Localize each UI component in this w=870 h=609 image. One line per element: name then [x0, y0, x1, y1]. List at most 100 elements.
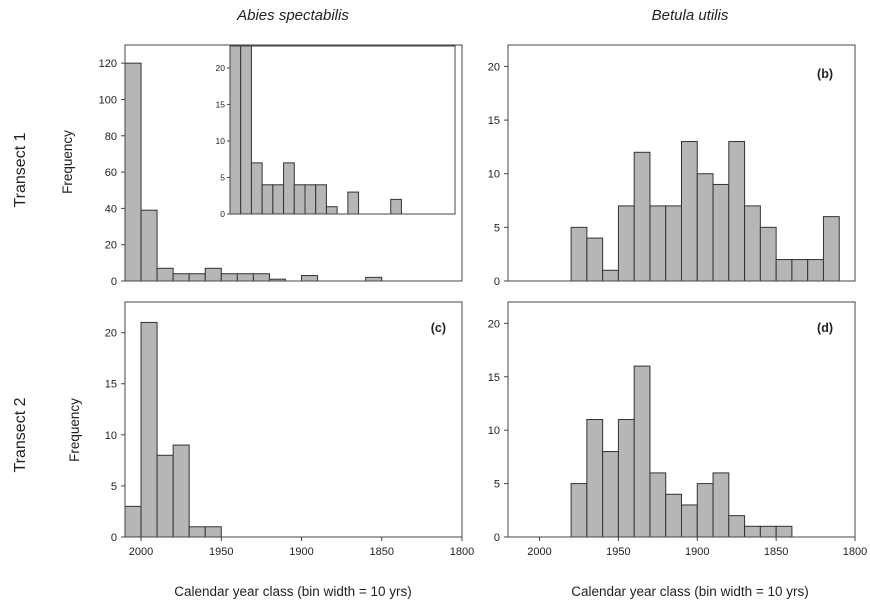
inset-a: 0 5 10 15 20: [216, 45, 456, 219]
bar-d-1910: [665, 493, 683, 537]
y-tick-label-b-20: 20: [488, 61, 500, 73]
plot-frame-d: [507, 301, 856, 538]
bar-b-1820: [807, 259, 824, 281]
y-tick-label-a-20: 20: [105, 240, 117, 252]
bar-d-1920: [649, 472, 667, 537]
bar-c-1990: [140, 321, 158, 537]
inset-bar-a-1920: [315, 184, 327, 214]
bar-d-1890: [696, 483, 714, 537]
y-tick-label-b-15: 15: [488, 115, 500, 127]
bar-a-1960: [188, 273, 206, 281]
bar-b-1850: [759, 226, 777, 281]
bar-d-1840: [775, 525, 793, 537]
y-tick-label-d-10: 10: [488, 425, 500, 437]
x-tick-label-c-1800: 1800: [450, 546, 474, 558]
x-tick-label-d-1850: 1850: [764, 546, 788, 558]
bar-d-1930: [633, 365, 651, 537]
y-tick-label-a-80: 80: [105, 131, 117, 143]
col-title-abies: Abies spectabilis: [236, 7, 349, 24]
y-tick-label-d-20: 20: [488, 318, 500, 330]
panel-d: 0 5 10 15 20 2000 1950 1900 1850 1800 (d): [488, 301, 867, 558]
panel-b: 0 5 10 15 20 (b): [488, 44, 856, 288]
inset-bar-a-1930: [304, 184, 317, 214]
bar-b-1970: [570, 226, 588, 281]
bar-a-1940: [220, 273, 238, 281]
x-tick-label-c-1950: 1950: [209, 546, 233, 558]
bar-a-2000: [125, 62, 142, 281]
bar-c-1960: [188, 526, 206, 537]
inset-bar-a-2000: [230, 46, 242, 214]
bar-c-1970: [172, 444, 190, 537]
bar-b-1880: [712, 183, 730, 281]
bar-d-1940: [617, 419, 635, 537]
bar-a-1950: [204, 267, 222, 281]
bar-a-1850: [365, 276, 383, 281]
x-tick-label-d-1900: 1900: [685, 546, 709, 558]
bar-b-1830: [791, 259, 809, 281]
bar-d-1850: [759, 525, 777, 537]
bar-b-1960: [586, 237, 604, 281]
y-tick-label-c-10: 10: [105, 430, 117, 442]
y-tick-label-a-100: 100: [99, 94, 117, 106]
bar-c-1980: [156, 454, 174, 537]
inset-y-tick-label-5: 5: [220, 172, 225, 182]
bar-d-1950: [602, 451, 619, 537]
y-tick-label-c-5: 5: [111, 481, 117, 493]
row-title-transect-2: Transect 2: [12, 397, 29, 472]
bar-d-1860: [744, 525, 761, 537]
plot-frame-b: [507, 44, 856, 282]
bar-b-1900: [681, 141, 698, 281]
inset-bar-a-1950: [283, 162, 295, 214]
panel-label-c: (c): [431, 321, 446, 335]
y-tick-label-c-0: 0: [111, 532, 117, 544]
x-tick-label-d-1800: 1800: [843, 546, 867, 558]
x-tick-label-c-1900: 1900: [289, 546, 313, 558]
x-axis-title-left: Calendar year class (bin width = 10 yrs): [174, 584, 411, 599]
bar-b-1930: [633, 151, 651, 281]
y-tick-label-d-15: 15: [488, 372, 500, 384]
bar-b-1910: [665, 205, 683, 281]
col-title-betula: Betula utilis: [652, 7, 729, 24]
y-tick-label-c-20: 20: [105, 328, 117, 340]
bar-c-1950: [204, 526, 222, 537]
bar-a-1920: [252, 273, 270, 281]
inset-bar-a-1980: [250, 162, 263, 214]
bar-b-1950: [602, 269, 619, 281]
y-tick-label-d-5: 5: [494, 479, 500, 491]
inset-y-tick-label-20: 20: [216, 63, 226, 73]
panel-label-b: (b): [817, 67, 833, 81]
inset-y-tick-label-0: 0: [220, 209, 225, 219]
bar-a-1890: [301, 275, 319, 281]
inset-bar-a-1990: [240, 46, 252, 214]
bar-a-1980: [156, 267, 174, 281]
bar-d-1870: [728, 515, 746, 537]
inset-bar-a-1850: [390, 198, 402, 214]
bar-b-1920: [649, 205, 667, 281]
plot-frame-a: [124, 44, 463, 282]
bar-d-1970: [570, 483, 588, 537]
bar-b-1870: [728, 141, 746, 281]
bar-d-1880: [712, 472, 730, 537]
inset-bar-a-1890: [347, 191, 360, 214]
y-tick-label-d-0: 0: [494, 532, 500, 544]
y-tick-label-a-120: 120: [99, 58, 117, 70]
bar-d-1900: [681, 504, 698, 537]
x-tick-label-c-1850: 1850: [370, 546, 394, 558]
plot-frame-c: [124, 301, 463, 538]
bar-b-1840: [775, 259, 793, 281]
x-tick-label-c-2000: 2000: [129, 546, 153, 558]
panel-label-d: (d): [817, 321, 833, 335]
inset-bar-a-1960: [272, 184, 285, 214]
bar-a-1930: [236, 273, 254, 281]
y-tick-label-a-60: 60: [105, 167, 117, 179]
y-tick-label-b-10: 10: [488, 169, 500, 181]
inset-frame-a: [229, 45, 456, 215]
panel-c: 0 5 10 15 20 2000 1950 1900 1850 1800 (c): [105, 301, 474, 558]
bar-b-1890: [696, 173, 714, 281]
y-axis-title-transect-1: Frequency: [60, 130, 75, 194]
inset-bar-a-1970: [261, 184, 274, 214]
inset-y-tick-label-10: 10: [216, 136, 226, 146]
bar-a-1970: [172, 273, 190, 281]
